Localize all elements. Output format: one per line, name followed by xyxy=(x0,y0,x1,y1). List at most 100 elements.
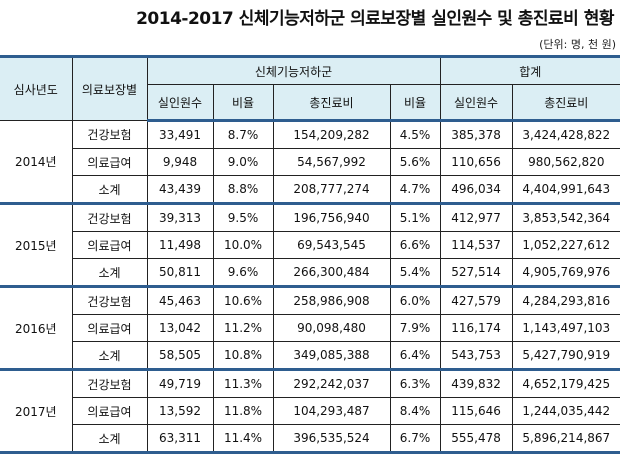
total-cost-cell: 1,143,497,103 xyxy=(511,314,620,342)
unit-note: (단위: 명, 천 원) xyxy=(539,38,616,51)
table-row: 2015년 건강보험 39,313 9.5% 196,756,940 5.1% 412,97… xyxy=(0,203,620,288)
row-type-cell: 건강보험 xyxy=(71,369,148,398)
persons-cell: 39,313 xyxy=(146,203,214,232)
cost-ratio-cell: 5.6% xyxy=(389,148,441,176)
persons-cell: 9,948 xyxy=(146,148,214,176)
table-row: 소계 43,439 8.8% 208,777,274 4.7% 496,034 4,404,… xyxy=(0,175,620,205)
total-persons-cell: 527,514 xyxy=(439,258,513,288)
page-title: 2014-2017 신체기능저하군 의료보장별 실인원수 및 총진료비 현황 xyxy=(136,9,614,29)
table-row: 소계 50,811 9.6% 266,300,484 5.4% 527,514 4,905,… xyxy=(0,258,620,288)
header-persons: 실인원수 xyxy=(147,84,214,122)
table-row: 2014년 건강보험 33,491 8.7% 154,209,282 4.5% 385,37… xyxy=(0,120,620,205)
ratio-cell: 8.7% xyxy=(212,120,274,149)
table-row: 소계 58,505 10.8% 349,085,388 6.4% 543,753 5,427… xyxy=(0,341,620,371)
row-type-cell: 의료급여 xyxy=(71,397,148,425)
row-type-cell: 의료급여 xyxy=(71,314,148,342)
header-cost-ratio: 비율 xyxy=(389,84,441,122)
year-cell: 2016년 xyxy=(0,286,73,371)
year-cell: 2015년 xyxy=(0,203,73,288)
total-cost-cell: 3,424,428,822 xyxy=(511,120,620,149)
ratio-cell: 11.4% xyxy=(212,424,274,454)
cost-ratio-cell: 4.5% xyxy=(389,120,441,149)
ratio-cell: 11.3% xyxy=(212,369,274,398)
table-row: 2016년 건강보험 45,463 10.6% 258,986,908 6.0% 427,5… xyxy=(0,286,620,371)
ratio-cell: 10.0% xyxy=(212,231,274,259)
row-type-cell: 소계 xyxy=(71,341,148,371)
persons-cell: 43,439 xyxy=(146,175,214,205)
cost-ratio-cell: 6.3% xyxy=(389,369,441,398)
total-persons-cell: 496,034 xyxy=(439,175,513,205)
total-cost-cell: 5,427,790,919 xyxy=(511,341,620,371)
persons-cell: 58,505 xyxy=(146,341,214,371)
cost-ratio-cell: 7.9% xyxy=(389,314,441,342)
row-type-cell: 소계 xyxy=(71,424,148,454)
total-cost-cell: 1,244,035,442 xyxy=(511,397,620,425)
header-ratio: 비율 xyxy=(212,84,274,122)
ratio-cell: 10.8% xyxy=(212,341,274,371)
persons-cell: 49,719 xyxy=(146,369,214,398)
row-type-cell: 건강보험 xyxy=(71,286,148,315)
total-cost-cell: 4,652,179,425 xyxy=(511,369,620,398)
row-type-cell: 건강보험 xyxy=(71,120,148,149)
persons-cell: 33,491 xyxy=(146,120,214,149)
cost-cell: 266,300,484 xyxy=(272,258,391,288)
ratio-cell: 10.6% xyxy=(212,286,274,315)
total-persons-cell: 427,579 xyxy=(439,286,513,315)
total-cost-cell: 4,284,293,816 xyxy=(511,286,620,315)
ratio-cell: 9.6% xyxy=(212,258,274,288)
table-row: 의료급여 11,498 10.0% 69,543,545 6.6% 114,537 1,05… xyxy=(0,231,620,259)
ratio-cell: 11.8% xyxy=(212,397,274,425)
year-cell: 2014년 xyxy=(0,120,73,205)
cost-cell: 396,535,524 xyxy=(272,424,391,454)
cost-ratio-cell: 5.1% xyxy=(389,203,441,232)
persons-cell: 13,042 xyxy=(146,314,214,342)
cost-cell: 258,986,908 xyxy=(272,286,391,315)
total-persons-cell: 412,977 xyxy=(439,203,513,232)
total-persons-cell: 543,753 xyxy=(439,341,513,371)
table-row: 소계 63,311 11.4% 396,535,524 6.7% 555,478 5,896… xyxy=(0,424,620,454)
total-persons-cell: 114,537 xyxy=(439,231,513,259)
cost-ratio-cell: 5.4% xyxy=(389,258,441,288)
cost-ratio-cell: 8.4% xyxy=(389,397,441,425)
total-cost-cell: 980,562,820 xyxy=(511,148,620,176)
row-type-cell: 건강보험 xyxy=(71,203,148,232)
cost-cell: 208,777,274 xyxy=(272,175,391,205)
table-row: 의료급여 13,592 11.8% 104,293,487 8.4% 115,646 1,2… xyxy=(0,397,620,425)
data-table: 심사년도 의료보장별 신체기능저하군 합계 실인원수 비율 총진료비 비율 실인… xyxy=(0,55,620,454)
ratio-cell: 9.0% xyxy=(212,148,274,176)
cost-cell: 349,085,388 xyxy=(272,341,391,371)
header-type: 의료보장별 xyxy=(71,55,148,121)
table-row: 의료급여 9,948 9.0% 54,567,992 5.6% 110,656 980,56… xyxy=(0,148,620,176)
cost-cell: 292,242,037 xyxy=(272,369,391,398)
total-cost-cell: 4,905,769,976 xyxy=(511,258,620,288)
header-total-cost: 총진료비 xyxy=(511,84,620,122)
total-persons-cell: 439,832 xyxy=(439,369,513,398)
cost-cell: 104,293,487 xyxy=(272,397,391,425)
total-cost-cell: 3,853,542,364 xyxy=(511,203,620,232)
cost-ratio-cell: 6.6% xyxy=(389,231,441,259)
total-persons-cell: 116,174 xyxy=(439,314,513,342)
total-persons-cell: 555,478 xyxy=(439,424,513,454)
cost-ratio-cell: 6.0% xyxy=(389,286,441,315)
persons-cell: 50,811 xyxy=(146,258,214,288)
cost-ratio-cell: 6.4% xyxy=(389,341,441,371)
row-type-cell: 의료급여 xyxy=(71,231,148,259)
cost-ratio-cell: 6.7% xyxy=(389,424,441,454)
ratio-cell: 9.5% xyxy=(212,203,274,232)
total-cost-cell: 5,896,214,867 xyxy=(511,424,620,454)
table-row: 2017년 건강보험 49,719 11.3% 292,242,037 6.3% 439,8… xyxy=(0,369,620,454)
ratio-cell: 11.2% xyxy=(212,314,274,342)
total-persons-cell: 115,646 xyxy=(439,397,513,425)
total-persons-cell: 385,378 xyxy=(439,120,513,149)
ratio-cell: 8.8% xyxy=(212,175,274,205)
total-cost-cell: 4,404,991,643 xyxy=(511,175,620,205)
cost-cell: 154,209,282 xyxy=(272,120,391,149)
year-cell: 2017년 xyxy=(0,369,73,454)
row-type-cell: 소계 xyxy=(71,175,148,205)
header-group-total: 합계 xyxy=(439,55,620,85)
header-total-persons: 실인원수 xyxy=(439,84,513,122)
cost-cell: 90,098,480 xyxy=(272,314,391,342)
table-row: 의료급여 13,042 11.2% 90,098,480 7.9% 116,174 1,14… xyxy=(0,314,620,342)
total-persons-cell: 110,656 xyxy=(439,148,513,176)
header-year: 심사년도 xyxy=(0,55,73,121)
